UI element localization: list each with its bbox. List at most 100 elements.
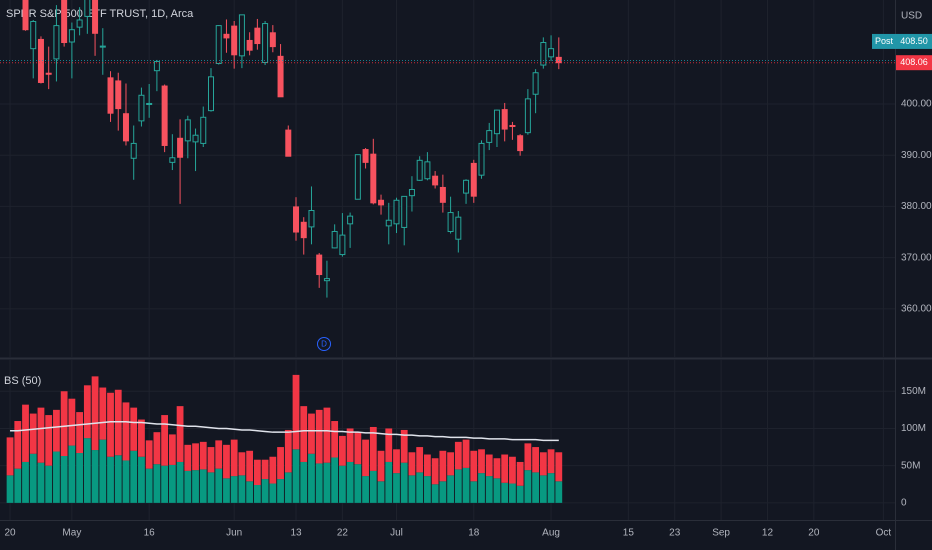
volume-bar <box>68 445 76 503</box>
candle-body <box>548 48 555 58</box>
candle-body <box>517 135 524 152</box>
x-tick-label: 13 <box>290 528 302 539</box>
candle-body <box>223 33 230 39</box>
volume-bar <box>45 415 53 466</box>
volume-bar <box>284 472 292 503</box>
volume-bar <box>114 455 122 503</box>
volume-bar <box>277 479 284 503</box>
volume-bar <box>400 429 408 463</box>
volume-bar <box>315 409 323 464</box>
candle-body <box>408 189 415 197</box>
volume-bar <box>516 485 524 503</box>
volume-bar <box>377 481 385 503</box>
volume-bar <box>431 458 439 485</box>
volume-bar <box>323 462 331 503</box>
candle-body <box>362 149 369 163</box>
volume-bar <box>439 481 447 503</box>
volume-title: BS (50) <box>4 375 41 387</box>
volume-bar <box>238 452 246 476</box>
y-tick-label: 100M <box>901 423 926 434</box>
candle-body <box>354 154 361 200</box>
volume-bar <box>323 407 331 463</box>
candle-body <box>45 72 52 75</box>
volume-bar <box>300 461 308 503</box>
volume-bar <box>246 481 254 503</box>
candle-body <box>300 221 307 239</box>
candle-body <box>22 0 29 31</box>
volume-bar <box>354 464 362 503</box>
x-tick-label: 20 <box>808 528 820 539</box>
volume-bar <box>284 429 292 473</box>
candle-body <box>323 278 330 282</box>
candle-body <box>161 85 168 146</box>
candle-body <box>378 199 385 206</box>
volume-bar <box>253 485 261 503</box>
y-tick-label: 0 <box>901 498 907 509</box>
dividend-marker[interactable] <box>317 337 331 351</box>
volume-bar <box>176 461 184 503</box>
candle-body <box>339 234 346 256</box>
volume-bar <box>354 432 362 465</box>
volume-bar <box>277 447 284 480</box>
volume-bar <box>122 460 130 503</box>
volume-bar <box>207 472 215 503</box>
dividend-marker-label[interactable]: D <box>321 340 327 349</box>
volume-bar <box>207 447 215 473</box>
candle-body <box>107 77 114 114</box>
volume-bar <box>161 415 169 466</box>
volume-bar <box>184 470 192 503</box>
volume-bar <box>230 476 238 503</box>
candle-body <box>455 216 462 240</box>
volume-bar <box>29 453 37 503</box>
x-tick-label: 12 <box>762 528 774 539</box>
volume-bar <box>509 456 516 484</box>
volume-bar <box>199 441 207 470</box>
candle-body <box>401 195 408 228</box>
candle-body <box>501 109 508 130</box>
candle-body <box>169 157 176 163</box>
volume-bar <box>22 404 29 462</box>
candle-body <box>76 19 83 28</box>
volume-bar <box>91 376 99 451</box>
candle-body <box>416 159 423 181</box>
volume-bar <box>14 421 22 469</box>
candle-body <box>84 0 91 17</box>
candle-body <box>138 94 145 122</box>
volume-bar <box>168 464 176 503</box>
price-badge <box>872 33 896 49</box>
volume-bar <box>122 402 130 461</box>
volume-bar <box>161 465 169 503</box>
candle-body <box>447 212 454 233</box>
candles <box>22 0 562 298</box>
volume-bar <box>331 421 339 458</box>
x-tick-label: May <box>62 528 81 539</box>
candle-body <box>200 116 207 144</box>
volume-bar <box>424 454 431 477</box>
candle-body <box>347 215 354 225</box>
volume-bar <box>516 461 524 486</box>
x-tick-label: Sep <box>712 528 730 539</box>
volume-bar <box>509 483 516 503</box>
volume-bar <box>168 434 176 465</box>
volume-bar <box>547 449 555 474</box>
volume-bar <box>6 437 14 476</box>
volume-bar <box>385 428 393 462</box>
volume-bar <box>338 435 346 466</box>
x-tick-label: 16 <box>144 528 156 539</box>
candle-body <box>293 206 300 233</box>
volume-bar <box>176 406 184 462</box>
candle-body <box>122 113 129 142</box>
volume-bar <box>400 462 408 503</box>
volume-bar <box>99 439 107 503</box>
volume-bar <box>478 449 485 474</box>
candle-body <box>331 231 338 249</box>
volume-bar <box>145 440 153 469</box>
price-badge-value: 408.50 <box>900 36 928 46</box>
volume-bar <box>184 444 192 471</box>
volume-bar <box>192 470 199 503</box>
candle-body <box>192 134 199 143</box>
volume-bar <box>346 428 354 462</box>
volume-bar <box>555 481 563 503</box>
volume-bar <box>431 484 439 503</box>
volume-bar <box>524 470 532 503</box>
